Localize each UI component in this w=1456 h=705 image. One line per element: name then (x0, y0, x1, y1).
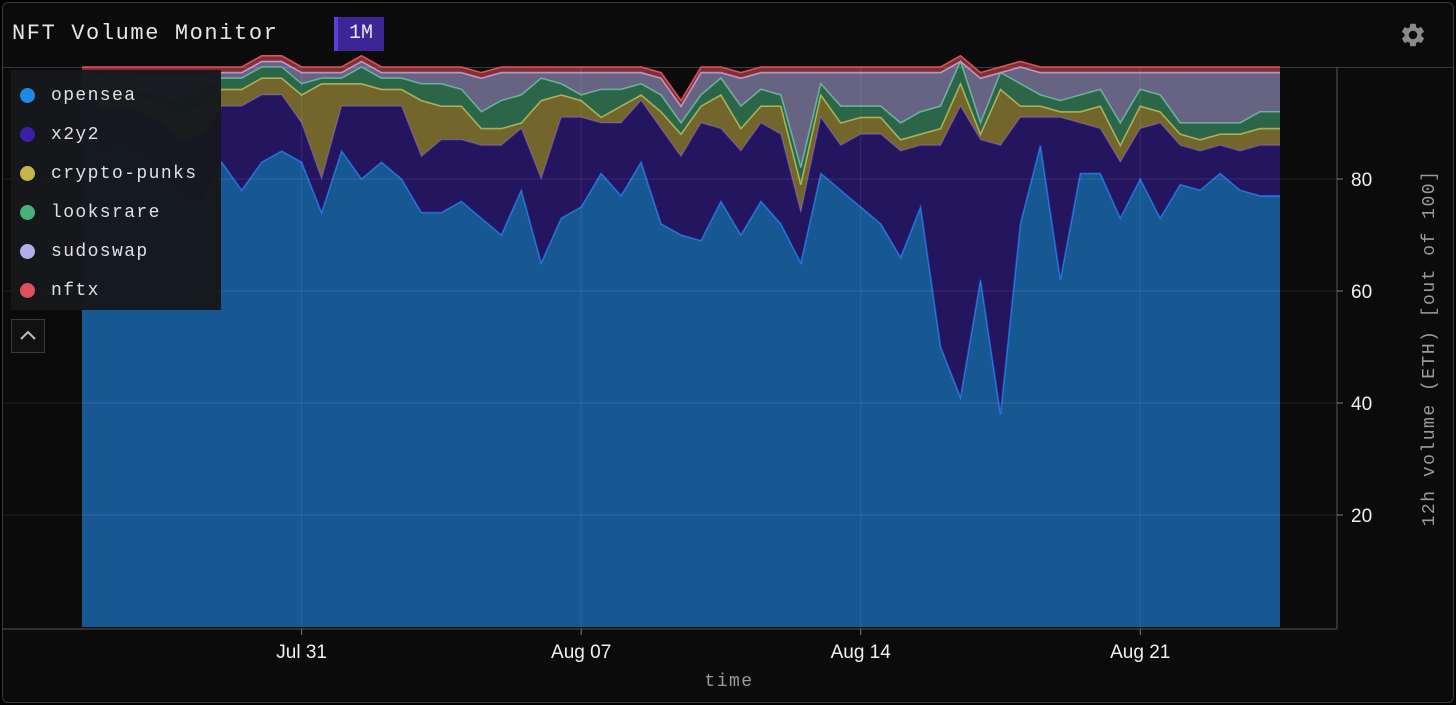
series-area-nftx (82, 55, 1280, 107)
x-tick-label: Aug 07 (551, 642, 611, 663)
legend-swatch (20, 166, 35, 181)
x-tick-label: Aug 14 (831, 642, 892, 663)
legend-item-crypto-punks[interactable]: crypto-punks (11, 154, 221, 193)
legend-item-sudoswap[interactable]: sudoswap (11, 232, 221, 271)
range-1m-button[interactable]: 1M (334, 17, 384, 51)
x-tick-label: Aug 21 (1110, 642, 1170, 663)
legend-swatch (20, 283, 35, 298)
grid-lines (3, 67, 1337, 629)
series-area-sudoswap (82, 61, 1280, 168)
series-areas (81, 54, 1280, 627)
collapse-legend-button[interactable] (11, 319, 45, 353)
y-tick-label: 80 (1351, 170, 1372, 191)
legend-swatch (20, 244, 35, 259)
page-title: NFT Volume Monitor (12, 21, 279, 46)
legend-panel: opensea x2y2 crypto-punks looksrare sudoswap… (11, 70, 221, 310)
legend-item-opensea[interactable]: opensea (11, 76, 221, 115)
legend-label: x2y2 (51, 124, 100, 145)
series-line-nftx (82, 54, 1280, 103)
y-tick-label: 20 (1351, 506, 1372, 527)
series-area-crypto-punks (82, 78, 1280, 213)
y-tick-label: 40 (1351, 394, 1372, 415)
gear-icon[interactable] (1399, 21, 1427, 49)
legend-swatch (20, 88, 35, 103)
legend-item-x2y2[interactable]: x2y2 (11, 115, 221, 154)
header-bar: NFT Volume Monitor 1M (3, 3, 1453, 68)
x-axis-label: time (704, 672, 753, 692)
y-axis-label: 12h volume (ETH) [out of 100] (1420, 170, 1440, 527)
y-tick-labels: 20 40 60 80 (1337, 170, 1372, 527)
series-area-x2y2 (82, 89, 1280, 415)
x-tick-labels: Jul 31 Aug 07 Aug 14 Aug 21 (276, 629, 1170, 663)
stacked-area-chart: 20 40 60 80 Jul 31 Aug 07 Aug 14 Aug 21 time 1… (3, 54, 1440, 692)
legend-label: crypto-punks (51, 163, 198, 184)
legend-label: nftx (51, 280, 100, 301)
series-area-opensea (82, 128, 1280, 627)
legend-label: opensea (51, 85, 137, 106)
legend-swatch (20, 205, 35, 220)
legend-item-nftx[interactable]: nftx (11, 271, 221, 310)
x-tick-label: Jul 31 (276, 642, 327, 663)
legend-item-looksrare[interactable]: looksrare (11, 193, 221, 232)
chevron-up-icon (20, 330, 36, 340)
legend-swatch (20, 127, 35, 142)
legend-label: looksrare (51, 202, 161, 223)
legend-label: sudoswap (51, 241, 149, 262)
y-tick-label: 60 (1351, 282, 1372, 303)
